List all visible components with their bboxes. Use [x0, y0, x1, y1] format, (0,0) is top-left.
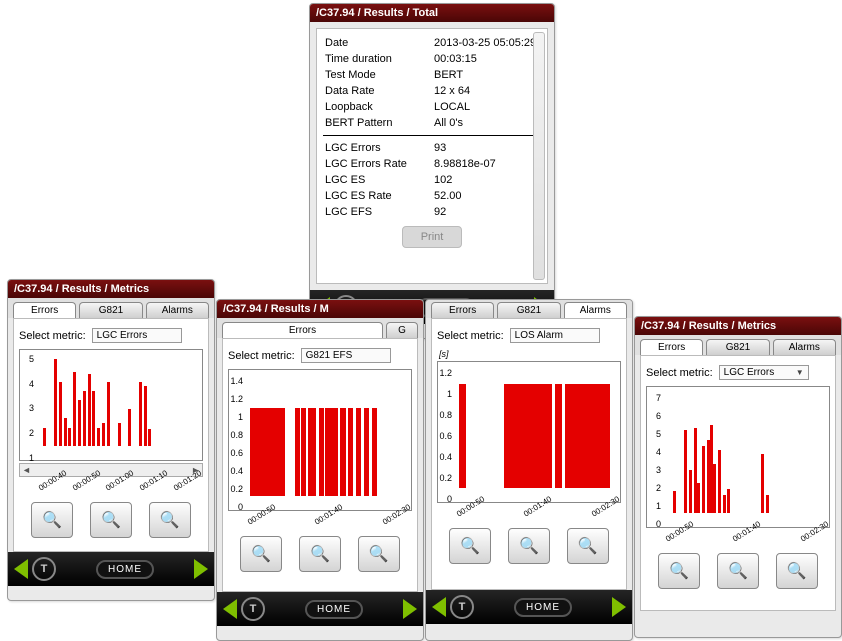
info-table-config: Date2013-03-25 05:05:29Time duration00:0…	[323, 35, 541, 131]
panel-metrics-3: Errors G821 Alarms Select metric: LOS Al…	[425, 299, 633, 641]
nav-next-icon[interactable]	[612, 597, 626, 617]
zoom-in-button[interactable]: 🔍	[358, 536, 400, 572]
tab-bar: Errors G821 Alarms	[635, 335, 841, 355]
tab-alarms[interactable]: Alarms	[773, 339, 836, 355]
nav-t-button[interactable]: T	[32, 557, 56, 581]
zoom-out-button[interactable]: 🔍	[449, 528, 491, 564]
zoom-out-button[interactable]: 🔍	[31, 502, 73, 538]
print-button[interactable]: Print	[402, 226, 463, 248]
chart: 76543210	[646, 386, 830, 528]
metric-dropdown[interactable]: LOS Alarm	[510, 328, 600, 343]
chart: 1.210.80.60.40.20	[437, 361, 621, 503]
nav-next-icon[interactable]	[403, 599, 417, 619]
select-metric-label: Select metric:	[228, 350, 295, 362]
tab-errors[interactable]: Errors	[431, 302, 494, 318]
window-title: /C37.94 / Results / Metrics	[635, 317, 841, 335]
panel-metrics-4: /C37.94 / Results / Metrics Errors G821 …	[634, 316, 842, 638]
tab-errors[interactable]: Errors	[13, 302, 76, 318]
chart: 1.41.210.80.60.40.20	[228, 369, 412, 511]
window-title: /C37.94 / Results / Total	[310, 4, 554, 22]
zoom-in-button[interactable]: 🔍	[149, 502, 191, 538]
tab-errors[interactable]: Errors	[640, 339, 703, 355]
home-button[interactable]: HOME	[96, 560, 154, 579]
nav-prev-icon[interactable]	[432, 597, 446, 617]
bottom-navbar: T HOME	[217, 592, 423, 626]
tab-alarms[interactable]: Alarms	[146, 302, 209, 318]
metric-dropdown-value: LGC Errors	[724, 367, 775, 378]
select-metric-label: Select metric:	[437, 330, 504, 342]
panel-total: /C37.94 / Results / Total Date2013-03-25…	[309, 3, 555, 339]
scrollbar-vertical[interactable]	[533, 32, 545, 280]
unit-label: [s]	[439, 349, 621, 359]
tab-errors[interactable]: Errors	[222, 322, 383, 338]
tab-bar: Errors G	[217, 318, 423, 338]
zoom-out-button[interactable]: 🔍	[240, 536, 282, 572]
metric-dropdown-value: G821 EFS	[306, 350, 353, 361]
metric-dropdown[interactable]: LGC Errors ▼	[719, 365, 809, 380]
window-title: /C37.94 / Results / Metrics	[8, 280, 214, 298]
select-metric-label: Select metric:	[646, 367, 713, 379]
zoom-reset-button[interactable]: 🔍	[508, 528, 550, 564]
zoom-reset-button[interactable]: 🔍	[299, 536, 341, 572]
chart-scrollbar-horizontal[interactable]: ◄►	[19, 463, 203, 477]
panel-metrics-1: /C37.94 / Results / Metrics Errors G821 …	[7, 279, 215, 601]
tab-bar: Errors G821 Alarms	[8, 298, 214, 318]
zoom-in-button[interactable]: 🔍	[567, 528, 609, 564]
home-button[interactable]: HOME	[514, 598, 572, 617]
zoom-in-button[interactable]: 🔍	[776, 553, 818, 589]
bottom-navbar: T HOME	[8, 552, 214, 586]
info-table-stats: LGC Errors93LGC Errors Rate8.98818e-07LG…	[323, 140, 541, 220]
metric-dropdown[interactable]: LGC Errors	[92, 328, 182, 343]
home-button[interactable]: HOME	[305, 600, 363, 619]
tab-g821[interactable]: G821	[79, 302, 142, 318]
window-title: /C37.94 / Results / M	[217, 300, 423, 318]
zoom-reset-button[interactable]: 🔍	[90, 502, 132, 538]
zoom-out-button[interactable]: 🔍	[658, 553, 700, 589]
panel-metrics-2: /C37.94 / Results / M Errors G Select me…	[216, 299, 424, 641]
tab-alarms[interactable]: Alarms	[564, 302, 627, 318]
tab-g821[interactable]: G821	[706, 339, 769, 355]
nav-next-icon[interactable]	[194, 559, 208, 579]
nav-t-button[interactable]: T	[241, 597, 265, 621]
metric-dropdown-value: LOS Alarm	[515, 330, 563, 341]
zoom-reset-button[interactable]: 🔍	[717, 553, 759, 589]
tab-g821[interactable]: G	[386, 322, 418, 338]
scroll-left-icon[interactable]: ◄	[20, 465, 33, 475]
chart: 54321	[19, 349, 203, 461]
nav-prev-icon[interactable]	[223, 599, 237, 619]
select-metric-label: Select metric:	[19, 330, 86, 342]
tab-bar: Errors G821 Alarms	[426, 300, 632, 318]
chevron-down-icon: ▼	[796, 368, 804, 377]
metric-dropdown[interactable]: G821 EFS	[301, 348, 391, 363]
tab-g821[interactable]: G821	[497, 302, 560, 318]
nav-prev-icon[interactable]	[14, 559, 28, 579]
metric-dropdown-value: LGC Errors	[97, 330, 148, 341]
bottom-navbar: T HOME	[426, 590, 632, 624]
nav-t-button[interactable]: T	[450, 595, 474, 619]
